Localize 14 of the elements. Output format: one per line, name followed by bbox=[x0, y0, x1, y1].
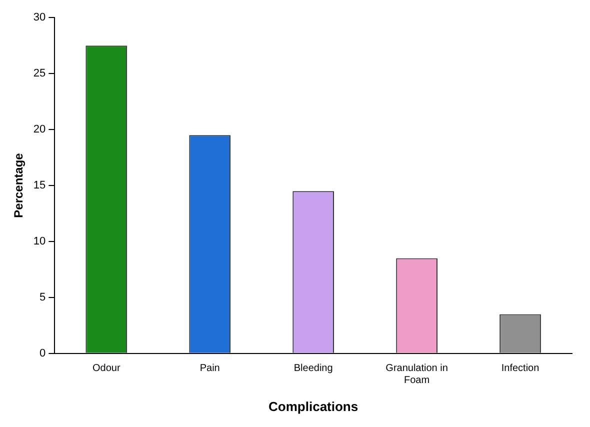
y-tick-label: 15 bbox=[33, 180, 46, 192]
x-tick-label: Infection bbox=[501, 363, 540, 374]
y-tick-label: 30 bbox=[33, 12, 46, 24]
x-tick-label: Odour bbox=[92, 363, 121, 374]
y-tick-label: 0 bbox=[40, 347, 46, 360]
y-tick-label: 5 bbox=[40, 291, 46, 304]
y-tick-label: 20 bbox=[33, 124, 46, 136]
x-tick-label: Pain bbox=[200, 363, 220, 374]
x-tick-label: Granulation in Foam bbox=[386, 363, 448, 386]
x-axis-title: Complications bbox=[268, 398, 358, 414]
y-axis-title: Percentage bbox=[12, 152, 26, 218]
y-tick-label: 10 bbox=[33, 236, 46, 248]
x-tick-label: Bleeding bbox=[294, 363, 333, 374]
y-tick-label: 25 bbox=[33, 68, 46, 80]
